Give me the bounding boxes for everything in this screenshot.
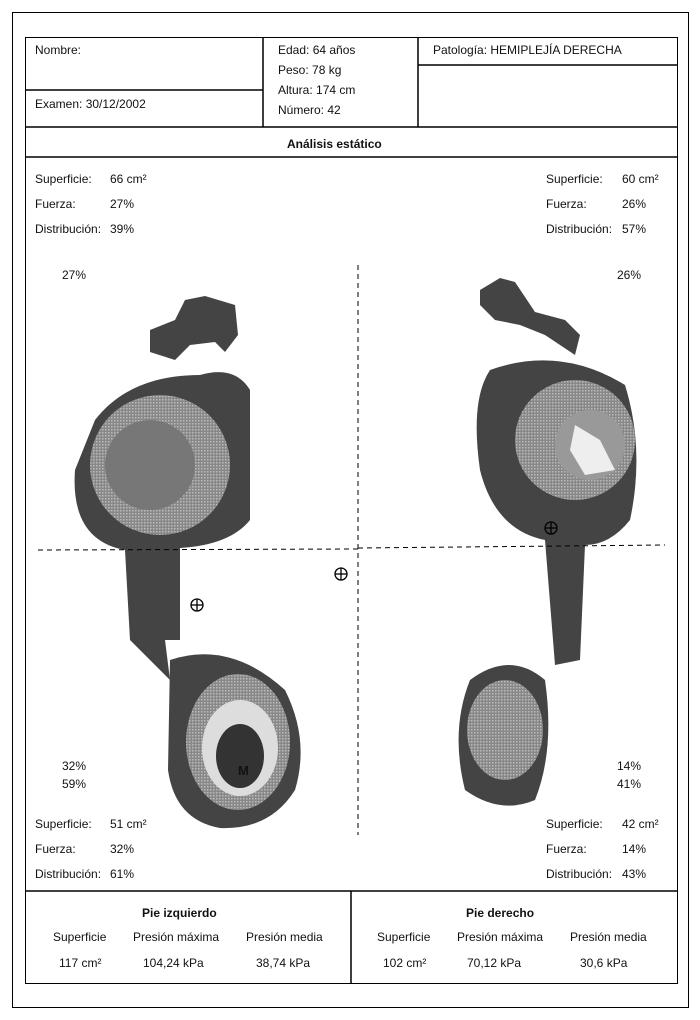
pathology: Patología: HEMIPLEJÍA DERECHA bbox=[433, 43, 622, 57]
stat-value: 66 cm² bbox=[110, 172, 147, 186]
stat-label: Fuerza: bbox=[546, 842, 587, 856]
exam: Examen: 30/12/2002 bbox=[35, 97, 146, 111]
summary-value: 102 cm² bbox=[383, 956, 427, 970]
left-foot bbox=[74, 296, 301, 829]
quadrant-value: 41% bbox=[617, 777, 642, 791]
section-title: Análisis estático bbox=[287, 137, 382, 151]
stat-label: Fuerza: bbox=[35, 197, 76, 211]
stat-label: Distribución: bbox=[35, 867, 102, 881]
stat-label: Distribución: bbox=[546, 222, 613, 236]
stat-value: 43% bbox=[622, 867, 647, 881]
number: Número: 42 bbox=[278, 103, 341, 117]
stat-label: Fuerza: bbox=[546, 197, 587, 211]
stat-label: Distribución: bbox=[35, 222, 102, 236]
axes bbox=[37, 265, 666, 835]
stat-label: Distribución: bbox=[546, 867, 613, 881]
stat-value: 14% bbox=[622, 842, 647, 856]
summary-value: 30,6 kPa bbox=[580, 956, 628, 970]
stat-label: Superficie: bbox=[35, 817, 92, 831]
quadrant-value: 14% bbox=[617, 759, 642, 773]
weight: Peso: 78 kg bbox=[278, 63, 342, 77]
summary-value: 117 cm² bbox=[59, 956, 102, 970]
stat-value: 61% bbox=[110, 867, 135, 881]
max-marker: M bbox=[238, 763, 249, 778]
frame-lines bbox=[25, 37, 677, 983]
summary-value: 104,24 kPa bbox=[143, 956, 204, 970]
centers bbox=[190, 521, 558, 612]
summary-header: Superficie bbox=[377, 930, 431, 944]
summary-header: Presión media bbox=[570, 930, 647, 944]
summary-title: Pie izquierdo bbox=[142, 906, 217, 920]
quadrant-value: 32% bbox=[62, 759, 87, 773]
summary-title: Pie derecho bbox=[466, 906, 535, 920]
name-label: Nombre: bbox=[35, 43, 82, 57]
stat-value: 26% bbox=[622, 197, 647, 211]
stat-value: 60 cm² bbox=[622, 172, 659, 186]
stat-value: 32% bbox=[110, 842, 135, 856]
stat-label: Superficie: bbox=[35, 172, 92, 186]
quadrant-value: 26% bbox=[617, 268, 642, 282]
height: Altura: 174 cm bbox=[278, 83, 356, 97]
quadrant-value: 27% bbox=[62, 268, 87, 282]
summary-header: Superficie bbox=[53, 930, 107, 944]
outer-frame bbox=[12, 12, 689, 1008]
summary-header: Presión máxima bbox=[457, 930, 544, 944]
quadrant-value: 59% bbox=[62, 777, 87, 791]
stat-value: 57% bbox=[622, 222, 647, 236]
summary-header: Presión media bbox=[246, 930, 323, 944]
age: Edad: 64 años bbox=[278, 43, 356, 57]
summary-value: 38,74 kPa bbox=[256, 956, 311, 970]
stat-value: 27% bbox=[110, 197, 135, 211]
stat-label: Superficie: bbox=[546, 172, 603, 186]
summary-header: Presión máxima bbox=[133, 930, 220, 944]
stat-label: Fuerza: bbox=[35, 842, 76, 856]
inner-frame bbox=[25, 37, 678, 984]
stat-value: 51 cm² bbox=[110, 817, 147, 831]
stat-label: Superficie: bbox=[546, 817, 603, 831]
stat-value: 39% bbox=[110, 222, 135, 236]
stat-value: 42 cm² bbox=[622, 817, 659, 831]
summary-value: 70,12 kPa bbox=[467, 956, 522, 970]
right-foot bbox=[458, 278, 637, 806]
